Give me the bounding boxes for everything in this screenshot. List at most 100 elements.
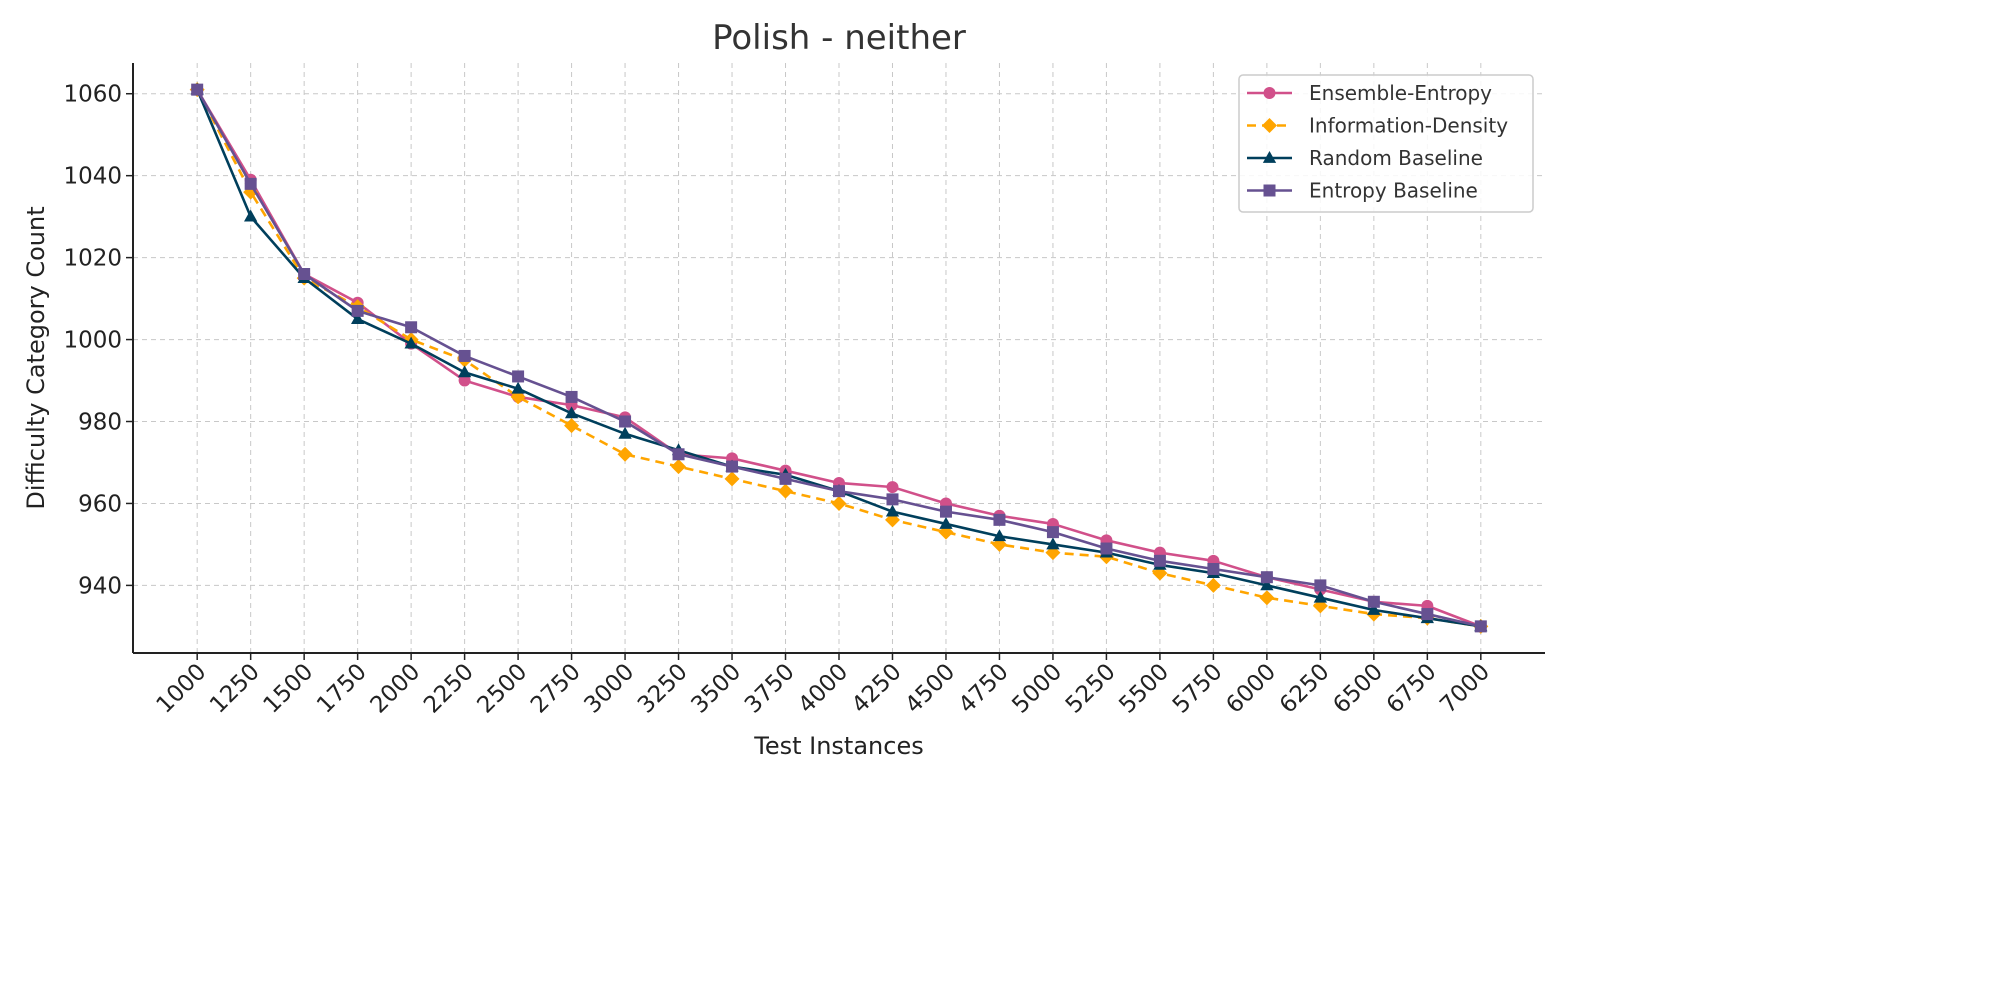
entropy-baseline-point — [886, 493, 899, 506]
random-baseline-point — [1367, 602, 1381, 615]
x-tick-label: 5750 — [1168, 659, 1228, 719]
entropy-baseline-point — [939, 505, 952, 518]
entropy-baseline-point — [1100, 542, 1113, 555]
legend-swatch-marker — [1262, 118, 1277, 133]
entropy-baseline-point — [833, 485, 845, 498]
entropy-baseline-point — [1314, 579, 1327, 592]
random-baseline-point — [244, 209, 258, 222]
x-tick-label: 2500 — [473, 659, 533, 719]
entropy-baseline-point — [244, 177, 257, 190]
x-tick-label: 1250 — [205, 659, 265, 719]
entropy-baseline-point — [1046, 526, 1059, 539]
x-tick-label: 3000 — [580, 659, 640, 719]
y-tick-label: 1000 — [63, 328, 122, 354]
entropy-baseline-point — [619, 415, 632, 428]
x-tick-label: 6500 — [1328, 659, 1388, 719]
legend-label: Random Baseline — [1309, 146, 1483, 170]
random-baseline-point — [618, 426, 632, 439]
entropy-baseline-point — [726, 460, 739, 473]
x-tick-label: 6750 — [1382, 659, 1442, 719]
legend: Ensemble-Entropy Information-Density Rando… — [1238, 74, 1534, 213]
legend-box — [1238, 74, 1534, 213]
legend-label: Information-Density — [1309, 114, 1508, 138]
x-tick-label: 3250 — [633, 659, 693, 719]
y-tick-label: 960 — [78, 491, 122, 517]
x-tick-label: 2000 — [366, 659, 426, 719]
information-density-point — [1205, 577, 1221, 593]
x-tick-label: 1750 — [312, 659, 372, 719]
legend-swatch-marker — [1263, 184, 1276, 197]
entropy-baseline-point — [993, 513, 1006, 526]
ensemble-entropy-point — [458, 374, 471, 387]
y-tick-label: 940 — [78, 573, 122, 599]
x-tick-label: 2250 — [419, 659, 479, 719]
random-baseline-point — [1046, 537, 1060, 550]
y-tick-label: 980 — [78, 410, 122, 436]
x-tick-label: 1500 — [259, 659, 319, 719]
x-tick-label: 5500 — [1114, 659, 1174, 719]
information-density-point — [1259, 590, 1275, 606]
x-tick-label: 4250 — [847, 659, 907, 719]
random-baseline-point — [457, 365, 472, 378]
legend-swatch-marker — [1263, 87, 1276, 99]
x-tick-label: 4750 — [954, 659, 1014, 719]
x-tick-label: 4000 — [793, 659, 853, 719]
entropy-baseline-point — [1207, 563, 1220, 576]
entropy-baseline-point — [191, 83, 204, 96]
series — [189, 82, 1489, 634]
entropy-baseline-point — [458, 349, 471, 362]
random-baseline-point — [1260, 578, 1274, 591]
legend-items: Ensemble-Entropy Information-Density Rando… — [1247, 81, 1508, 203]
x-tick-label: 3750 — [740, 659, 800, 719]
x-tick-label: 6000 — [1221, 659, 1281, 719]
entropy-baseline-point — [351, 304, 364, 317]
random-baseline-point — [992, 529, 1007, 542]
x-axis-title: Test Instances — [753, 732, 923, 760]
legend-item-entropy-baseline: Entropy Baseline — [1247, 179, 1478, 203]
x-tick-label: 4500 — [900, 659, 960, 719]
x-tick-label: 7000 — [1435, 659, 1495, 719]
entropy-baseline-point — [405, 321, 418, 334]
information-density-point — [778, 483, 794, 499]
random-baseline-point — [350, 312, 365, 324]
entropy-baseline-point — [1153, 554, 1166, 567]
random-baseline-point — [404, 336, 418, 349]
entropy-baseline-point — [1260, 571, 1273, 584]
entropy-baseline-point — [1474, 620, 1487, 633]
random-baseline-point — [564, 406, 579, 419]
x-tick-label: 5000 — [1007, 659, 1067, 719]
legend-swatch-marker — [1262, 151, 1277, 163]
entropy-baseline-point — [1367, 595, 1380, 608]
series-entropy-baseline — [191, 83, 1487, 633]
x-tick-label: 5250 — [1061, 659, 1121, 719]
x-tick-label: 2750 — [526, 659, 586, 719]
legend-item-ensemble-entropy: Ensemble-Entropy — [1247, 81, 1492, 105]
information-density-point — [831, 495, 847, 511]
entropy-baseline-point — [298, 268, 311, 281]
entropy-baseline-point — [512, 370, 525, 383]
chart-title: Polish - neither — [712, 18, 966, 58]
y-axis-title: Difficulty Category Count — [22, 206, 50, 509]
y-tick-label: 1020 — [63, 246, 122, 272]
x-tick-label: 6250 — [1275, 659, 1335, 719]
random-baseline-point — [1313, 590, 1328, 603]
x-tick-label: 1000 — [152, 659, 212, 719]
legend-item-information-density: Information-Density — [1247, 114, 1508, 138]
information-density-point — [671, 459, 687, 475]
entropy-baseline-point — [779, 472, 792, 485]
x-tick-label: 3500 — [686, 659, 746, 719]
information-density-point — [724, 471, 740, 487]
y-tick-label: 1040 — [63, 164, 122, 190]
chart-container: 940 960 980 1000 1020 1040 1060 1000 1250 1500 175… — [22, 18, 1545, 760]
information-density-point — [617, 446, 633, 462]
information-density-point — [564, 418, 580, 434]
legend-label: Entropy Baseline — [1309, 179, 1478, 203]
ensemble-entropy-point — [886, 481, 899, 494]
entropy-baseline-point — [672, 448, 685, 461]
y-tick-label: 1060 — [63, 82, 122, 108]
entropy-baseline-point — [565, 390, 578, 403]
random-baseline-point — [885, 504, 900, 517]
random-baseline-point — [511, 381, 525, 394]
legend-label: Ensemble-Entropy — [1309, 81, 1492, 105]
line-chart: 9409609801000102010401060100012501500175… — [22, 18, 1545, 760]
